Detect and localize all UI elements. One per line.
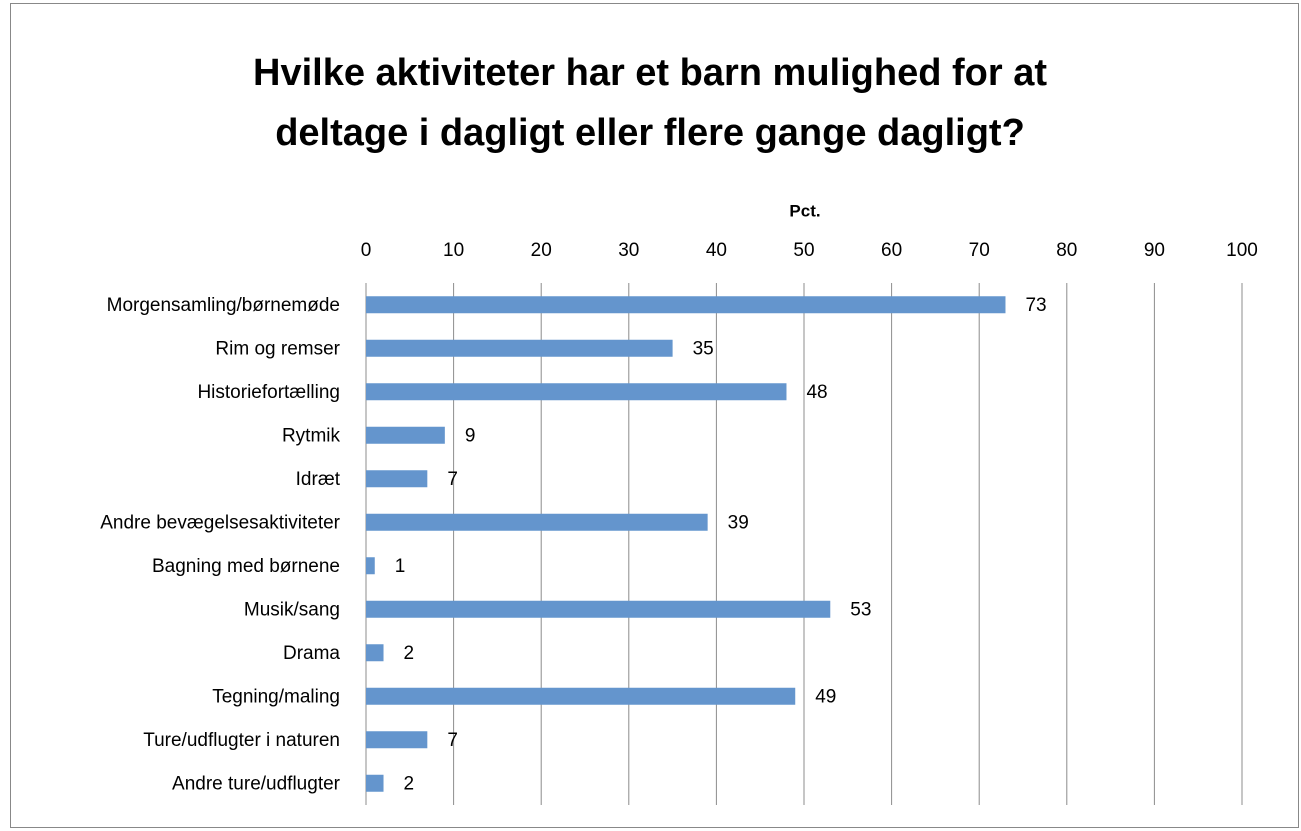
chart-title: Hvilke aktiviteter har et barn mulighed … xyxy=(253,52,1047,94)
y-tick-label: Andre bevægelsesaktiviteter xyxy=(100,512,340,533)
bar xyxy=(366,774,384,792)
x-tick-label: 60 xyxy=(881,240,902,261)
x-tick-label: 50 xyxy=(793,240,814,261)
y-tick-label: Morgensamling/børnemøde xyxy=(107,295,340,316)
value-label: 1 xyxy=(395,556,406,577)
bar xyxy=(366,600,831,618)
bar xyxy=(366,426,445,444)
bar xyxy=(366,470,428,488)
bar xyxy=(366,687,796,705)
x-tick-label: 80 xyxy=(1056,240,1077,261)
x-tick-label: 40 xyxy=(706,240,727,261)
x-tick-label: 20 xyxy=(531,240,552,261)
y-tick-label: Andre ture/udflugter xyxy=(172,773,341,794)
value-label: 73 xyxy=(1025,295,1046,316)
value-label: 9 xyxy=(465,425,476,446)
y-tick-label: Bagning med børnene xyxy=(152,556,340,577)
value-label: 48 xyxy=(806,382,827,403)
y-tick-label: Rim og remser xyxy=(215,338,340,359)
y-tick-label: Rytmik xyxy=(282,425,341,446)
x-tick-label: 10 xyxy=(443,240,464,261)
value-label: 53 xyxy=(850,599,871,620)
y-tick-label: Historiefortælling xyxy=(197,382,340,403)
x-tick-label: 0 xyxy=(361,240,372,261)
bar xyxy=(366,557,375,575)
axis-label: Pct. xyxy=(789,201,820,220)
chart-title: deltage i dagligt eller flere gange dagl… xyxy=(275,112,1025,154)
y-tick-label: Musik/sang xyxy=(244,599,340,620)
bar xyxy=(366,513,708,531)
bar xyxy=(366,383,787,401)
value-label: 7 xyxy=(447,730,458,751)
bar xyxy=(366,339,673,357)
x-tick-label: 100 xyxy=(1226,240,1258,261)
value-label: 2 xyxy=(404,643,415,664)
value-label: 35 xyxy=(693,338,714,359)
value-label: 7 xyxy=(447,469,458,490)
bar xyxy=(366,644,384,662)
y-tick-label: Ture/udflugter i naturen xyxy=(143,730,340,751)
y-tick-label: Drama xyxy=(283,643,340,664)
x-tick-label: 30 xyxy=(618,240,639,261)
bar xyxy=(366,296,1006,314)
value-label: 49 xyxy=(815,686,836,707)
y-tick-label: Idræt xyxy=(296,469,341,490)
bar xyxy=(366,731,428,749)
x-tick-label: 70 xyxy=(969,240,990,261)
value-label: 39 xyxy=(728,512,749,533)
x-tick-label: 90 xyxy=(1144,240,1165,261)
value-label: 2 xyxy=(404,773,415,794)
y-tick-label: Tegning/maling xyxy=(212,686,340,707)
